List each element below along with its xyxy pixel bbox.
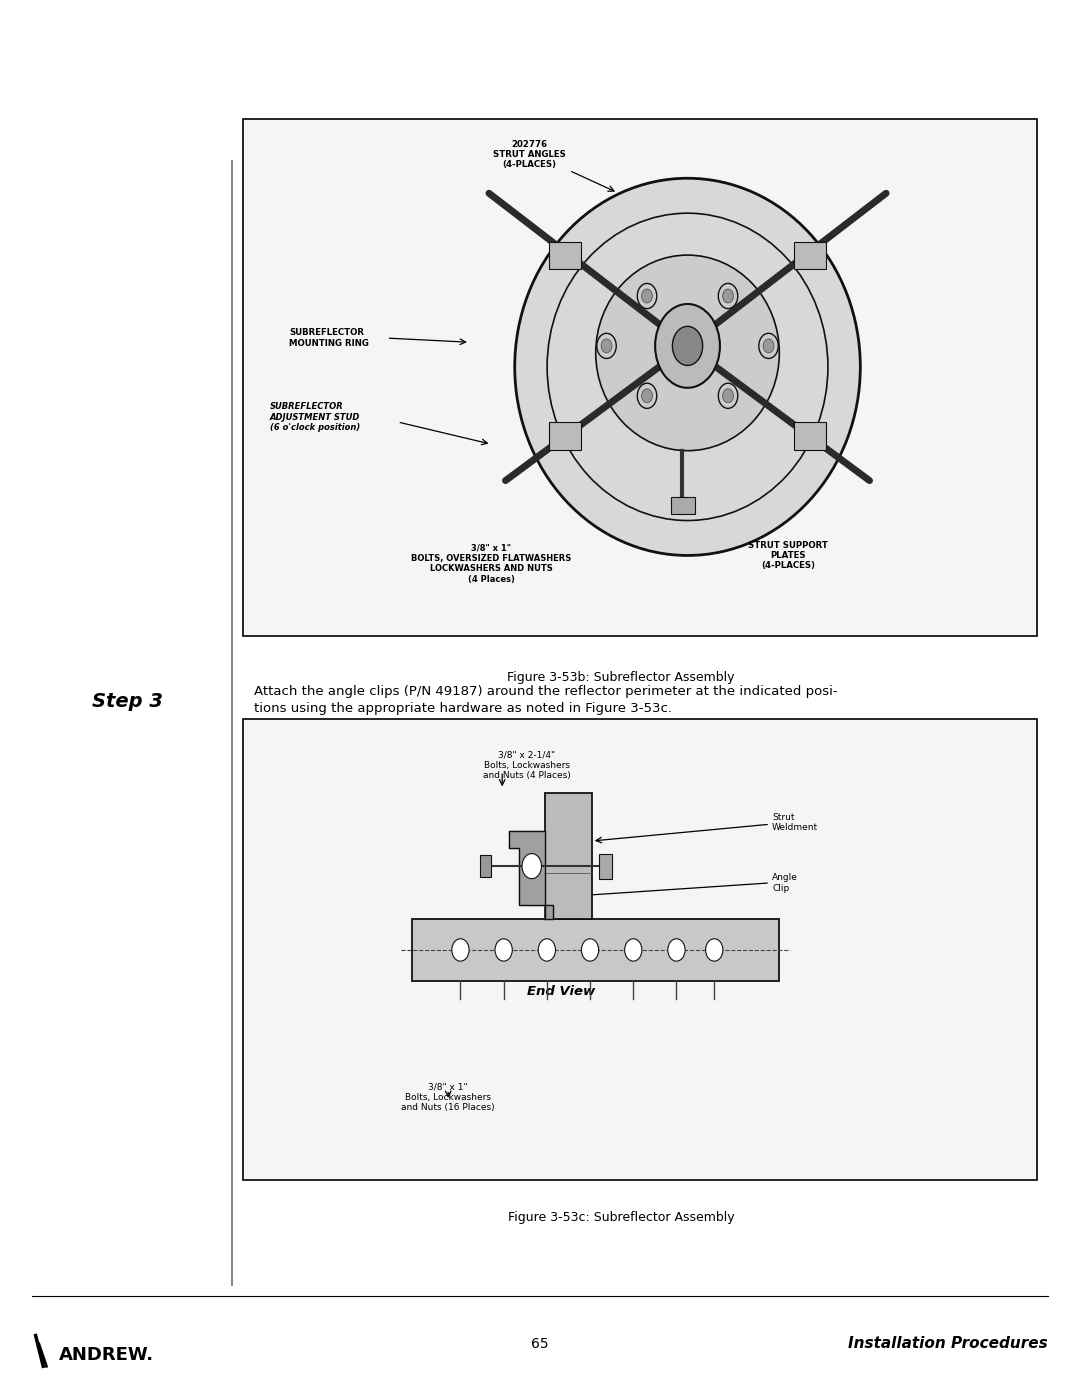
- FancyBboxPatch shape: [243, 119, 1037, 636]
- Circle shape: [624, 939, 642, 961]
- Circle shape: [759, 334, 779, 359]
- FancyBboxPatch shape: [243, 719, 1037, 1180]
- Circle shape: [581, 939, 598, 961]
- Text: Figure 3-53b: Subreflector Assembly: Figure 3-53b: Subreflector Assembly: [508, 671, 734, 683]
- Bar: [598, 854, 611, 879]
- Text: ANDREW.: ANDREW.: [59, 1347, 154, 1363]
- Circle shape: [637, 383, 657, 408]
- Circle shape: [602, 339, 612, 353]
- Circle shape: [495, 939, 512, 961]
- Text: STRUT SUPPORT
PLATES
(4-PLACES): STRUT SUPPORT PLATES (4-PLACES): [748, 541, 828, 570]
- Circle shape: [718, 284, 738, 309]
- Circle shape: [764, 339, 774, 353]
- Circle shape: [673, 327, 703, 366]
- Circle shape: [723, 388, 733, 402]
- Text: Attach the angle clips (P/N 49187) around the reflector perimeter at the indicat: Attach the angle clips (P/N 49187) aroun…: [254, 685, 837, 714]
- Text: 65: 65: [531, 1337, 549, 1351]
- Bar: [672, 497, 696, 514]
- Circle shape: [642, 388, 652, 402]
- Circle shape: [718, 383, 738, 408]
- Ellipse shape: [515, 179, 861, 556]
- Text: 3/8" x 1"
Bolts, Lockwashers
and Nuts (16 Places): 3/8" x 1" Bolts, Lockwashers and Nuts (1…: [402, 1083, 495, 1112]
- Text: 3/8" x 1"
BOLTS, OVERSIZED FLATWASHERS
LOCKWASHERS AND NUTS
(4 Places): 3/8" x 1" BOLTS, OVERSIZED FLATWASHERS L…: [411, 543, 571, 584]
- Circle shape: [522, 854, 541, 879]
- Bar: [480, 855, 490, 877]
- Bar: [549, 422, 581, 450]
- Text: End View: End View: [527, 985, 596, 997]
- Bar: [549, 242, 581, 270]
- Circle shape: [637, 284, 657, 309]
- Bar: [544, 793, 592, 919]
- Ellipse shape: [596, 256, 780, 451]
- Circle shape: [723, 289, 733, 303]
- Text: Strut
Weldment: Strut Weldment: [772, 813, 819, 833]
- Text: Figure 3-53c: Subreflector Assembly: Figure 3-53c: Subreflector Assembly: [508, 1211, 734, 1224]
- Bar: [794, 242, 826, 270]
- Text: Angle
Clip: Angle Clip: [772, 873, 798, 893]
- Text: SUBREFLECTOR
ADJUSTMENT STUD
(6 o'clock position): SUBREFLECTOR ADJUSTMENT STUD (6 o'clock …: [270, 402, 361, 432]
- Text: Step 3: Step 3: [92, 692, 163, 711]
- Circle shape: [451, 939, 469, 961]
- Text: 3/8" x 2-1/4"
Bolts, Lockwashers
and Nuts (4 Places): 3/8" x 2-1/4" Bolts, Lockwashers and Nut…: [483, 750, 571, 780]
- Circle shape: [642, 289, 652, 303]
- Text: Installation Procedures: Installation Procedures: [848, 1337, 1048, 1351]
- Circle shape: [656, 305, 720, 388]
- Text: 202776
STRUT ANGLES
(4-PLACES): 202776 STRUT ANGLES (4-PLACES): [492, 140, 566, 169]
- Circle shape: [705, 939, 723, 961]
- Text: SUBREFLECTOR
MOUNTING RING: SUBREFLECTOR MOUNTING RING: [289, 328, 369, 348]
- Bar: [794, 422, 826, 450]
- Polygon shape: [509, 831, 553, 919]
- Circle shape: [538, 939, 555, 961]
- Circle shape: [667, 939, 685, 961]
- Circle shape: [597, 334, 617, 359]
- Bar: [411, 919, 779, 981]
